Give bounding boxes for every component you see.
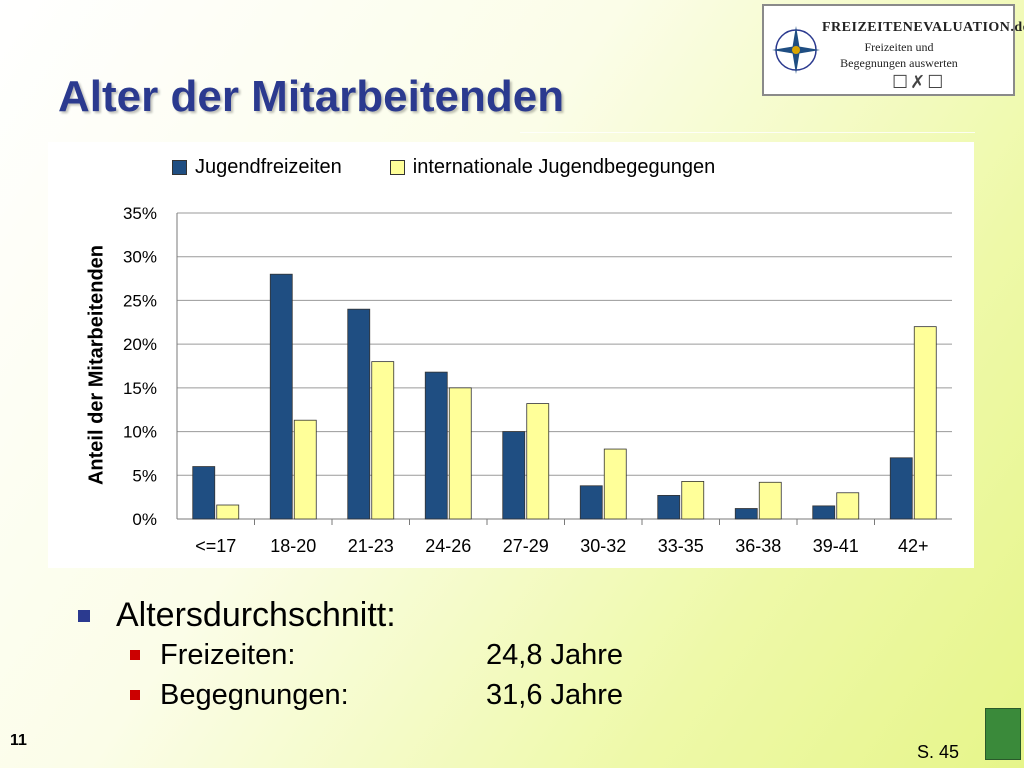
x-tick-label: 30-32 bbox=[580, 536, 626, 556]
y-tick-label: 35% bbox=[123, 204, 157, 223]
bar-series-1 bbox=[424, 371, 448, 520]
x-tick-label: 18-20 bbox=[270, 536, 316, 556]
bar-series-1 bbox=[579, 485, 603, 520]
average-age-item-begegnungen: Begegnungen: 31,6 Jahre bbox=[130, 675, 623, 715]
legend-swatch-series-2 bbox=[389, 160, 405, 175]
logo-subtitle-2: Begegnungen auswerten bbox=[840, 56, 958, 70]
bar-series-2 bbox=[216, 504, 240, 520]
bar-series-1 bbox=[347, 308, 371, 520]
x-tick-label: 21-23 bbox=[348, 536, 394, 556]
bar-series-2 bbox=[526, 403, 550, 520]
legend-swatch-series-1 bbox=[172, 160, 187, 175]
book-cover-icon bbox=[985, 708, 1021, 760]
chart-legend: Jugendfreizeiten internationale Jugendbe… bbox=[172, 156, 763, 179]
logo-brand: FREIZEITENEVALUATION.de bbox=[822, 20, 1024, 35]
y-tick-label: 25% bbox=[123, 291, 157, 310]
x-tick-label: 24-26 bbox=[425, 536, 471, 556]
bar-series-2 bbox=[836, 492, 860, 520]
page-number: 11 bbox=[10, 732, 27, 749]
average-age-list: Altersdurchschnitt: Freizeiten: 24,8 Jah… bbox=[78, 596, 623, 715]
logo-checkbox-icons: ☐✗☐ bbox=[892, 72, 946, 92]
x-tick-label: 27-29 bbox=[503, 536, 549, 556]
title-divider bbox=[520, 132, 975, 133]
x-tick-label: <=17 bbox=[195, 536, 236, 556]
page-reference: S. 45 bbox=[917, 742, 960, 762]
bar-series-1 bbox=[657, 494, 681, 520]
average-age-value: 31,6 Jahre bbox=[486, 678, 624, 711]
x-tick-label: 36-38 bbox=[735, 536, 781, 556]
average-age-item-freizeiten: Freizeiten: 24,8 Jahre bbox=[130, 635, 623, 675]
bullet-square-icon bbox=[130, 690, 140, 700]
bar-series-2 bbox=[913, 326, 937, 520]
bullet-square-icon bbox=[130, 650, 140, 660]
bar-series-1 bbox=[192, 466, 216, 520]
average-age-label: Begegnungen: bbox=[160, 678, 349, 711]
legend-item-series-2: internationale Jugendbegegungen bbox=[389, 156, 716, 179]
bar-series-2 bbox=[681, 481, 705, 520]
average-age-value: 24,8 Jahre bbox=[486, 638, 624, 671]
y-tick-label: 10% bbox=[123, 423, 157, 442]
y-tick-label: 20% bbox=[123, 335, 157, 354]
y-tick-label: 15% bbox=[123, 379, 157, 398]
compass-rose-icon bbox=[772, 26, 820, 74]
x-tick-label: 33-35 bbox=[658, 536, 704, 556]
bar-series-1 bbox=[812, 505, 836, 520]
average-age-label: Freizeiten: bbox=[160, 638, 296, 671]
legend-label-series-1: Jugendfreizeiten bbox=[195, 156, 342, 178]
legend-label-series-2: internationale Jugendbegegungen bbox=[412, 156, 716, 178]
y-tick-label: 30% bbox=[123, 248, 157, 267]
bar-series-2 bbox=[293, 419, 317, 520]
average-age-heading: Altersdurchschnitt: bbox=[116, 596, 396, 634]
x-tick-label: 39-41 bbox=[813, 536, 859, 556]
bar-series-1 bbox=[889, 457, 913, 520]
x-tick-label: 42+ bbox=[898, 536, 929, 556]
bar-series-2 bbox=[603, 448, 627, 520]
bar-series-2 bbox=[371, 361, 395, 520]
bar-series-1 bbox=[734, 508, 758, 520]
freizeitenevaluation-logo[interactable]: FREIZEITENEVALUATION.de Freizeiten und B… bbox=[762, 4, 1024, 96]
average-age-heading-item: Altersdurchschnitt: bbox=[78, 596, 623, 635]
bar-series-2 bbox=[448, 387, 472, 520]
slide-title: Alter der Mitarbeitenden bbox=[58, 72, 565, 121]
bar-series-1 bbox=[269, 273, 293, 520]
y-tick-label: 0% bbox=[132, 510, 157, 529]
legend-item-series-1: Jugendfreizeiten bbox=[172, 156, 342, 179]
bar-series-1 bbox=[502, 431, 526, 520]
bar-series-2 bbox=[758, 481, 782, 520]
bullet-square-icon bbox=[78, 609, 90, 622]
logo-subtitle-1: Freizeiten und bbox=[864, 40, 934, 54]
y-tick-label: 5% bbox=[132, 466, 157, 485]
